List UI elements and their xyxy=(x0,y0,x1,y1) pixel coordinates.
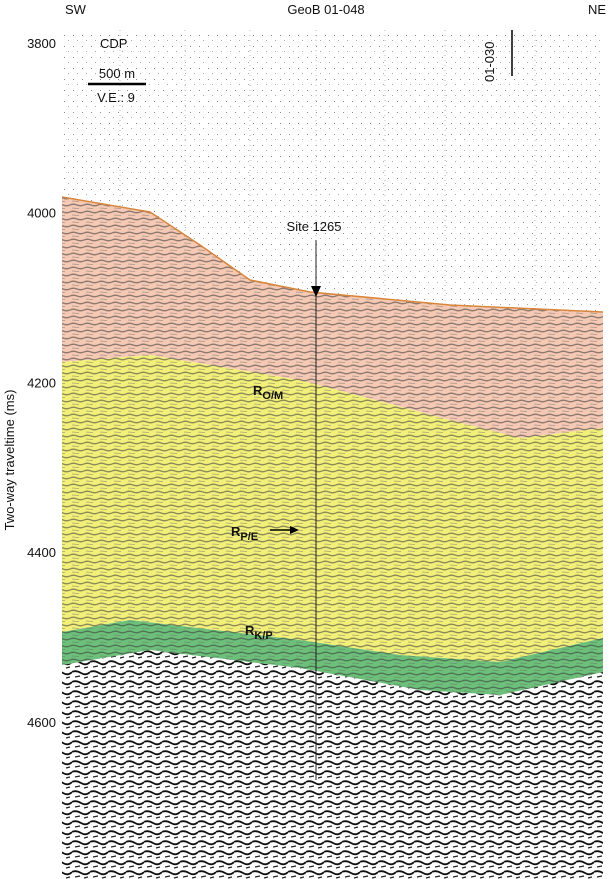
reflector-letter: R xyxy=(253,383,263,398)
scale-label: 500 m xyxy=(99,66,135,81)
reflector-label: RP/E xyxy=(231,524,258,543)
cdp-label: CDP xyxy=(100,36,127,51)
reflector-sub: P/E xyxy=(240,531,258,543)
ve-label: V.E.: 9 xyxy=(97,90,135,105)
reflector-letter: R xyxy=(231,524,241,539)
header-left: SW xyxy=(65,2,87,17)
y-tick-label: 4000 xyxy=(27,206,56,221)
site-label: Site 1265 xyxy=(287,219,342,234)
seafloor xyxy=(62,196,603,313)
y-tick-label: 4400 xyxy=(27,545,56,560)
reflector-arrowhead xyxy=(290,526,299,534)
site-arrow xyxy=(311,286,321,297)
annotations: CDP 500 m V.E.: 9 01-030 Site 1265 RO/M … xyxy=(88,30,513,780)
header-title: GeoB 01-048 xyxy=(287,2,364,17)
y-tick-label: 4200 xyxy=(27,375,56,390)
reflector-label: RO/M xyxy=(253,383,283,402)
strata-texture xyxy=(62,197,603,695)
axis-label: Two-way traveltime (ms) xyxy=(2,390,17,531)
cdp-lines xyxy=(119,30,536,310)
section xyxy=(62,30,603,879)
reflector-sub: O/M xyxy=(262,390,283,402)
y-axis: 3800 4000 4200 4400 4600 xyxy=(27,36,56,730)
reflector-letter: R xyxy=(245,623,255,638)
reflector-label: RK/P xyxy=(245,623,273,642)
y-tick-label: 4600 xyxy=(27,715,56,730)
crossing-label: 01-030 xyxy=(482,42,497,82)
y-tick-label: 3800 xyxy=(27,36,56,51)
basement-reflections xyxy=(62,650,603,879)
header: SW GeoB 01-048 NE xyxy=(65,2,606,17)
header-right: NE xyxy=(588,2,606,17)
reflector-sub: K/P xyxy=(254,630,272,642)
